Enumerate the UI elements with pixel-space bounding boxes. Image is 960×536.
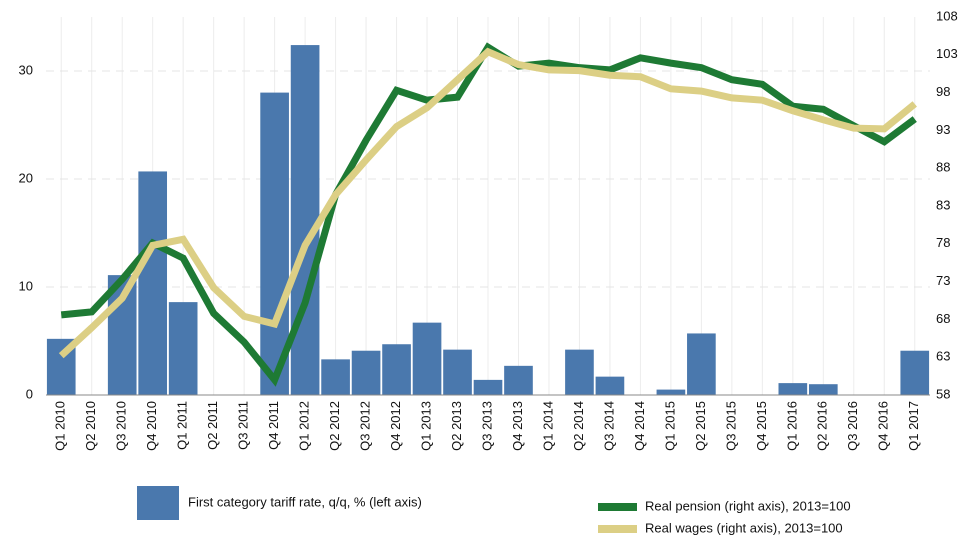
y2-tick-label: 68 — [936, 311, 950, 326]
y2-tick-label: 108 — [936, 8, 958, 23]
legend-label: First category tariff rate, q/q, % (left… — [188, 494, 422, 509]
bar — [504, 365, 533, 395]
x-tick-label: Q4 2015 — [754, 401, 769, 451]
x-tick-label: Q3 2010 — [114, 401, 129, 451]
y-tick-label: 10 — [19, 278, 33, 293]
y-tick-label: 20 — [19, 170, 33, 185]
y2-tick-label: 58 — [936, 386, 950, 401]
y2-tick-label: 78 — [936, 235, 950, 250]
x-tick-label: Q2 2010 — [83, 401, 98, 451]
bar — [412, 322, 442, 395]
y-tick-label: 30 — [19, 62, 33, 77]
bar — [138, 171, 168, 395]
bar — [595, 376, 625, 395]
x-tick-label: Q2 2015 — [693, 401, 708, 451]
y2-tick-label: 93 — [936, 122, 950, 137]
x-tick-label: Q1 2011 — [175, 401, 190, 450]
y2-tick-label: 83 — [936, 197, 950, 212]
x-tick-label: Q3 2013 — [479, 401, 494, 451]
y2-tick-label: 98 — [936, 84, 950, 99]
y2-tick-label: 73 — [936, 273, 950, 288]
x-tick-label: Q1 2015 — [662, 401, 677, 451]
line — [60, 42, 917, 387]
x-tick-label: Q1 2012 — [297, 401, 312, 451]
x-tick-label: Q4 2010 — [144, 401, 159, 451]
x-tick-label: Q2 2012 — [327, 401, 342, 451]
grid — [46, 17, 930, 396]
x-tick-label: Q1 2013 — [418, 401, 433, 451]
x-tick-label: Q1 2010 — [53, 401, 68, 451]
x-tick-label: Q2 2014 — [571, 401, 586, 451]
bar — [168, 302, 198, 395]
x-tick-label: Q2 2013 — [449, 401, 464, 451]
bar — [473, 379, 503, 395]
y2-tick-label: 103 — [936, 46, 958, 61]
y2-tick-label: 63 — [936, 349, 950, 364]
y2-tick-label: 88 — [936, 160, 950, 175]
x-tick-label: Q2 2011 — [205, 401, 220, 450]
legend-label: Real wages (right axis), 2013=100 — [645, 520, 843, 535]
bar — [321, 359, 350, 395]
bar — [260, 92, 289, 395]
x-tick-label: Q4 2011 — [266, 401, 281, 450]
x-tick-label: Q4 2012 — [388, 401, 403, 451]
x-tick-label: Q3 2016 — [845, 401, 860, 451]
x-tick-label: Q4 2014 — [632, 401, 647, 451]
bar — [808, 384, 838, 395]
x-tick-label: Q4 2013 — [510, 401, 525, 451]
x-tick-label: Q1 2016 — [784, 401, 799, 451]
x-tick-label: Q3 2011 — [236, 401, 251, 450]
bar — [290, 45, 320, 396]
line — [58, 47, 917, 359]
x-tick-label: Q3 2012 — [358, 401, 373, 451]
bar — [778, 383, 808, 395]
x-tick-label: Q3 2014 — [601, 401, 616, 451]
legend: First category tariff rate, q/q, % (left… — [137, 486, 851, 535]
legend-swatch — [137, 486, 179, 520]
x-tick-label: Q1 2017 — [906, 401, 921, 451]
x-tick-label: Q1 2014 — [540, 401, 555, 451]
bar — [687, 333, 716, 395]
bar — [900, 350, 930, 395]
legend-label: Real pension (right axis), 2013=100 — [645, 498, 851, 513]
bar — [382, 344, 411, 395]
bar — [443, 349, 472, 395]
bar — [656, 389, 686, 395]
x-tick-label: Q2 2016 — [815, 401, 830, 451]
y-tick-label: 0 — [26, 386, 33, 401]
bar — [565, 349, 594, 395]
x-tick-label: Q4 2016 — [876, 401, 891, 451]
x-tick-label: Q3 2015 — [723, 401, 738, 451]
bar — [351, 350, 381, 395]
